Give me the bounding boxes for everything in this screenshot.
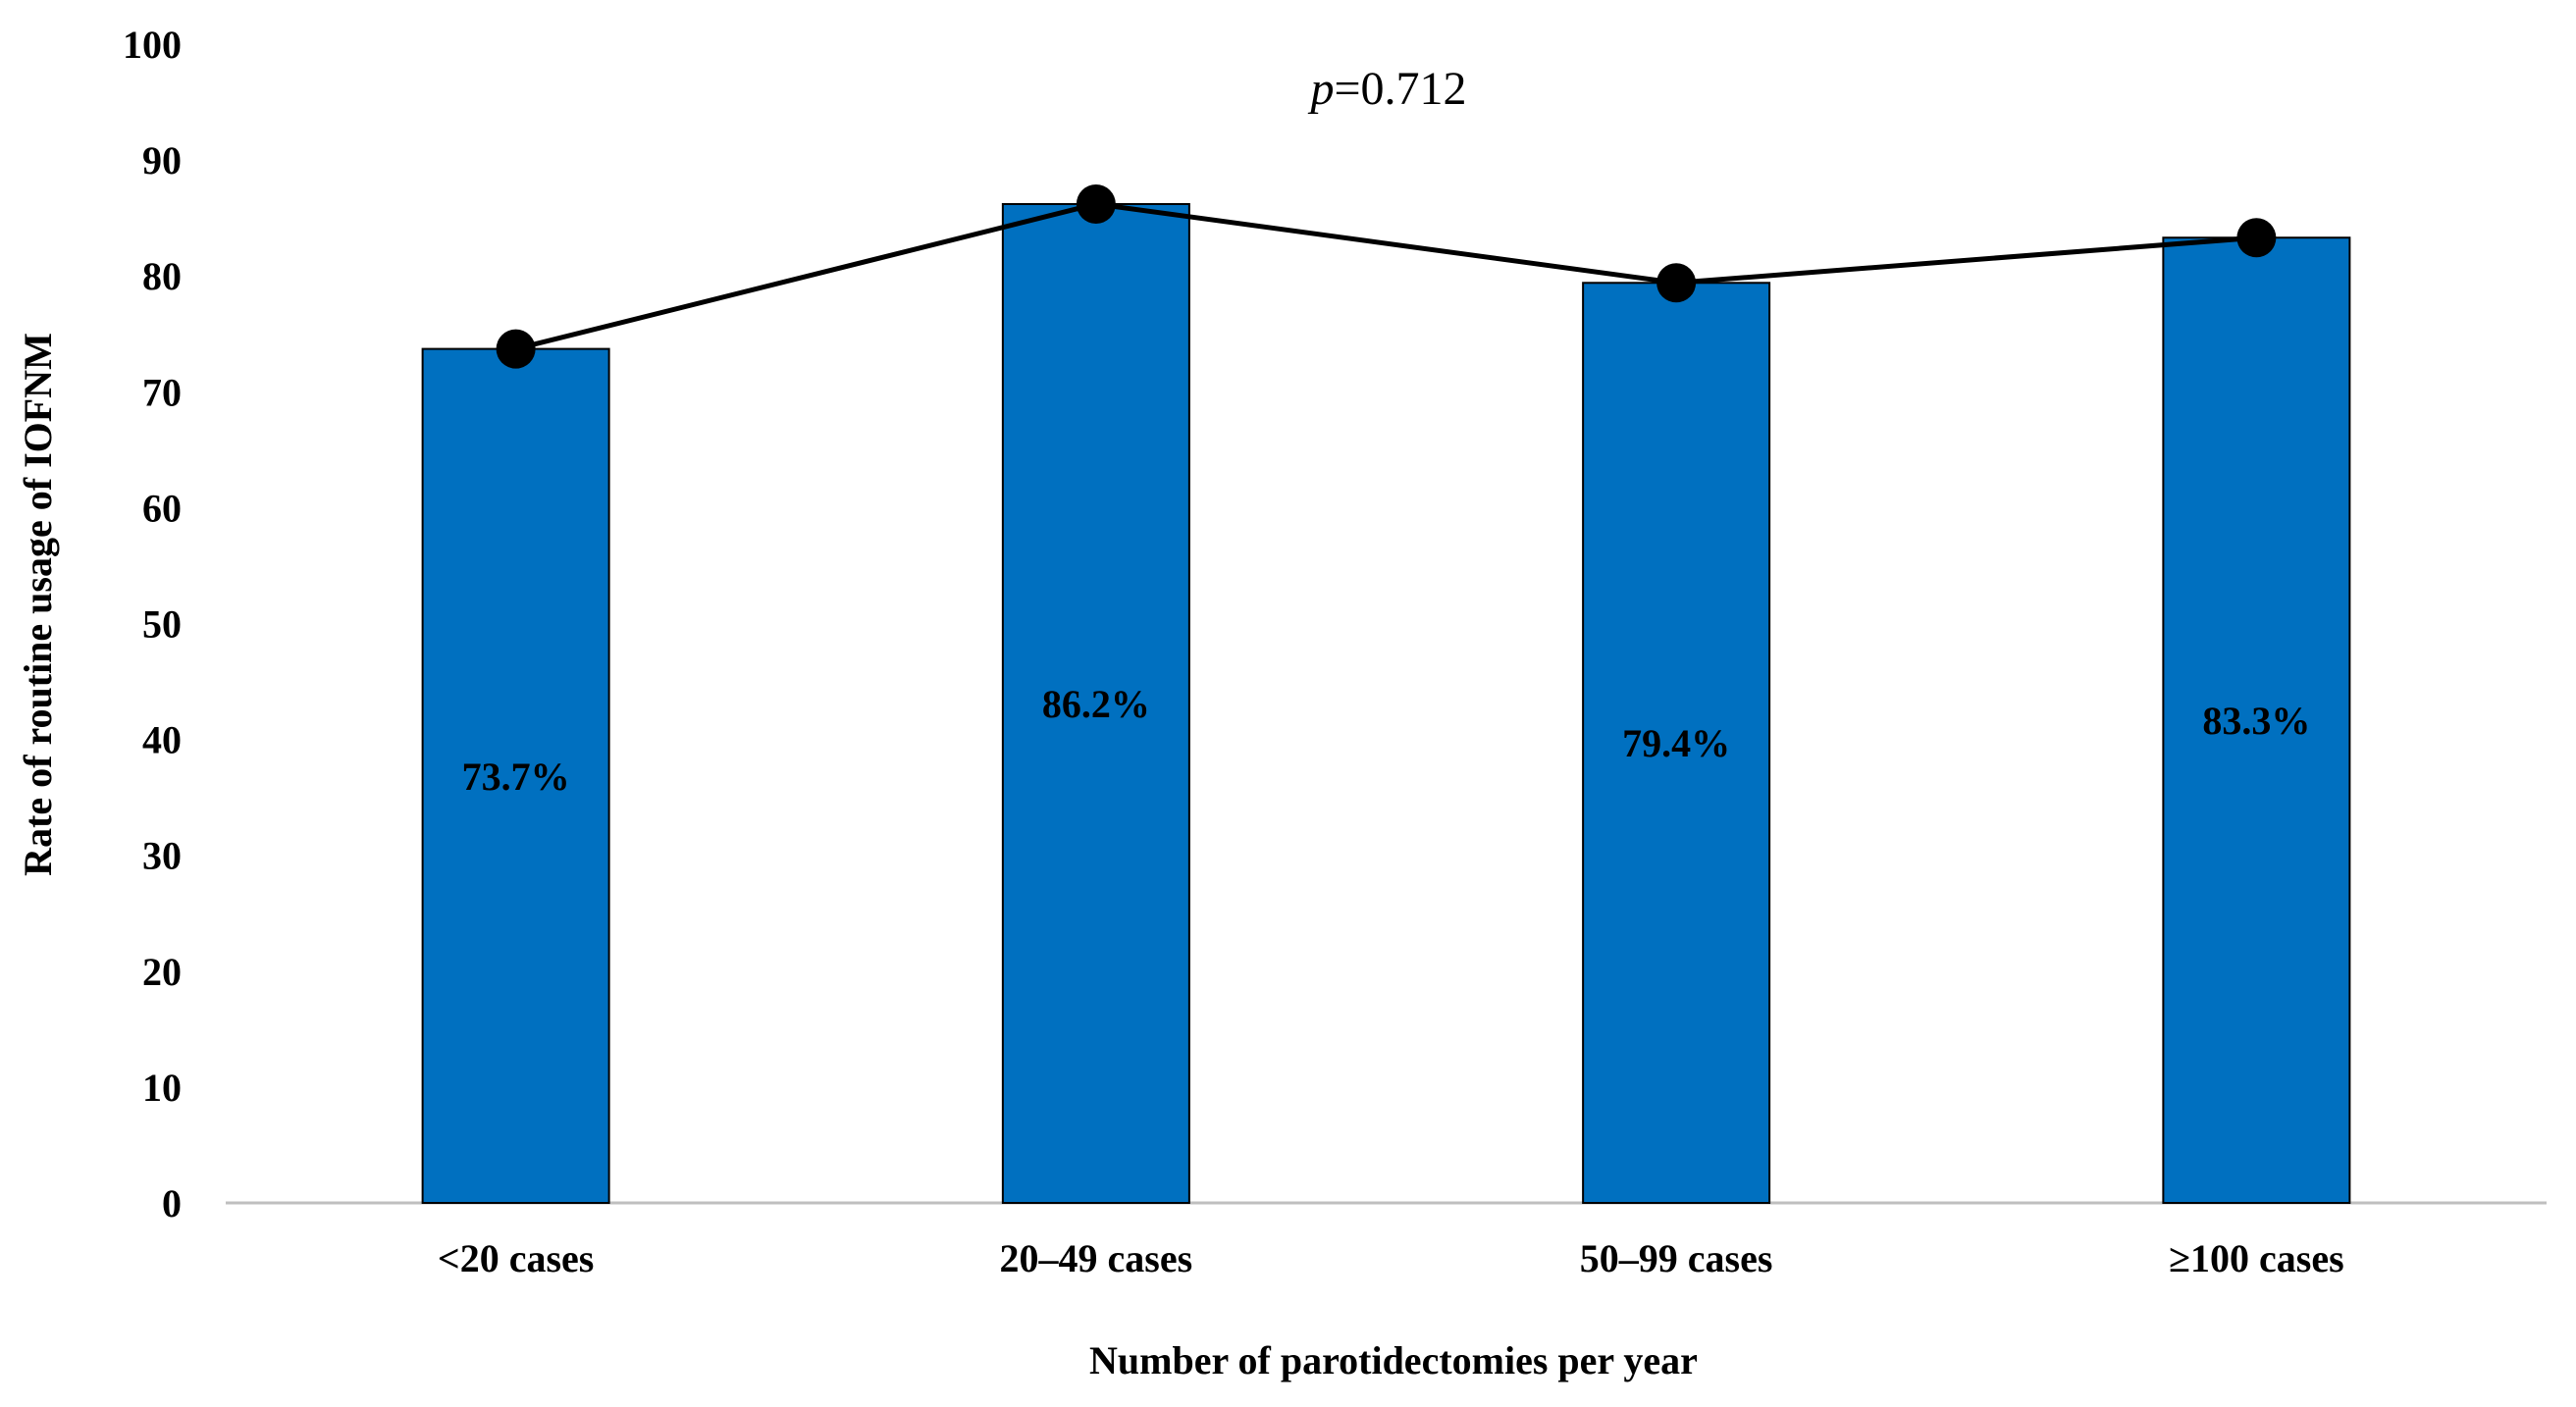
y-tick-label: 70: [142, 370, 182, 414]
p-value-number: =0.712: [1334, 63, 1466, 115]
bar-value-label: 79.4%: [1622, 721, 1730, 765]
y-axis-ticks: 0 10 20 30 40 50 60 70 80 90 100: [123, 23, 182, 1225]
bar: [2162, 236, 2351, 1205]
y-tick-label: 0: [162, 1181, 182, 1225]
bar: [421, 347, 610, 1204]
p-value-symbol: p: [1307, 63, 1334, 115]
line-point-marker: [1656, 263, 1697, 303]
y-tick-label: 100: [123, 23, 182, 67]
y-tick-label: 80: [142, 254, 182, 298]
line-point-marker: [496, 329, 536, 369]
y-tick-label: 30: [142, 834, 182, 878]
y-tick-label: 50: [142, 602, 182, 647]
x-axis-category-labels: <20 cases 20–49 cases 50–99 cases ≥100 case…: [438, 1236, 2344, 1280]
line-point-marker: [2236, 218, 2277, 258]
y-axis-title: Rate of routine usage of IOFNM: [16, 333, 60, 876]
line-point-marker: [1076, 183, 1116, 224]
x-category-label: 20–49 cases: [1000, 1236, 1193, 1280]
series-line: [515, 201, 2257, 352]
bar-value-label: 86.2%: [1042, 682, 1150, 726]
bar: [1001, 202, 1190, 1204]
data-labels: 73.7% 86.2% 79.4% 83.3%: [462, 682, 2311, 799]
y-tick-label: 90: [142, 138, 182, 182]
x-category-label: 50–99 cases: [1580, 1236, 1773, 1280]
y-tick-label: 40: [142, 718, 182, 762]
p-value-annotation: p=0.712: [1307, 63, 1466, 115]
bars: [421, 202, 2351, 1205]
x-category-label: ≥100 cases: [2169, 1236, 2344, 1280]
y-tick-label: 10: [142, 1066, 182, 1110]
x-category-label: <20 cases: [438, 1236, 594, 1280]
x-axis-title: Number of parotidectomies per year: [1089, 1338, 1698, 1382]
line-markers: [496, 183, 2277, 369]
y-tick-label: 60: [142, 486, 182, 530]
y-tick-label: 20: [142, 950, 182, 994]
bar-value-label: 83.3%: [2202, 699, 2310, 743]
line-series: [515, 201, 2257, 352]
bar: [1582, 282, 1771, 1204]
bar-value-label: 73.7%: [462, 755, 570, 799]
